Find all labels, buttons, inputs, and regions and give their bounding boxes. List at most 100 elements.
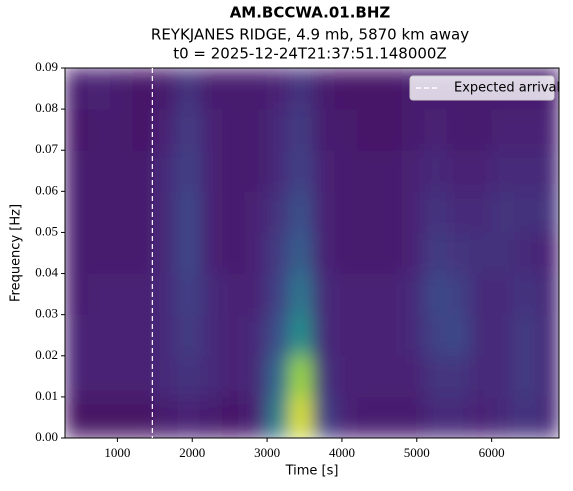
heat-cell: [65, 314, 88, 357]
heat-cell: [469, 109, 493, 151]
x-tick-label: 2000: [179, 445, 205, 460]
heat-cell: [536, 109, 559, 151]
heat-cell: [65, 355, 88, 398]
heat-cell: [132, 396, 156, 438]
heat-cell: [267, 273, 291, 316]
heat-cell: [312, 314, 335, 357]
heat-cell: [177, 273, 201, 316]
heat-cell: [356, 191, 380, 233]
heat-cell: [267, 150, 291, 192]
heat-cell: [491, 191, 515, 233]
heat-cell: [469, 150, 493, 192]
heat-cell: [132, 355, 156, 398]
heat-cell: [446, 355, 470, 398]
heat-cell: [379, 396, 403, 438]
heat-cell: [222, 355, 246, 398]
heat-cell: [469, 314, 493, 357]
heat-cell: [132, 109, 156, 151]
heat-cell: [312, 109, 335, 151]
heat-cell: [446, 273, 470, 316]
heat-cell: [334, 314, 358, 357]
heat-cell: [267, 109, 291, 151]
heat-cell: [109, 396, 133, 438]
heat-cell: [379, 355, 403, 398]
heat-cell: [132, 150, 156, 192]
heat-cell: [244, 150, 268, 192]
x-tick-label: 5000: [404, 445, 430, 460]
heat-cell: [491, 150, 515, 192]
heat-cell: [154, 232, 178, 275]
heat-cell: [65, 273, 88, 316]
heat-cell: [154, 191, 178, 233]
heat-cell: [491, 109, 515, 151]
heat-cell: [154, 68, 178, 110]
heat-cell: [109, 232, 133, 275]
heat-cell: [222, 68, 246, 110]
heat-cell: [536, 232, 559, 275]
heat-cell: [356, 150, 380, 192]
heat-cell: [199, 355, 223, 398]
heat-cell: [356, 355, 380, 398]
heat-cell: [334, 150, 358, 192]
heat-cell: [536, 150, 559, 192]
overlay: 1000 2000 3000 4000 5000 6000 0.00 0.01 0.02 0.03…: [35, 59, 560, 460]
heat-cell: [514, 191, 538, 233]
heat-cell: [87, 355, 111, 398]
heat-cell: [379, 232, 403, 275]
heat-cell: [334, 355, 358, 398]
heat-cell: [514, 109, 538, 151]
heat-cell: [289, 314, 313, 357]
y-axis-label: Frequency [Hz]: [9, 204, 24, 302]
heat-cell: [514, 232, 538, 275]
plot-frame: [64, 67, 560, 439]
heat-cell: [199, 109, 223, 151]
y-tick-label: 0.02: [35, 347, 58, 362]
heat-cell: [536, 191, 559, 233]
heat-cell: [491, 396, 515, 438]
heat-cell: [491, 273, 515, 316]
heat-cell: [469, 355, 493, 398]
heat-cell: [109, 273, 133, 316]
heat-cell: [199, 314, 223, 357]
heat-cell: [536, 355, 559, 398]
heat-cell: [469, 191, 493, 233]
heat-cell: [514, 273, 538, 316]
y-tick-label: 0.09: [35, 59, 58, 74]
heat-cell: [267, 355, 291, 398]
heatmap-cells: [65, 68, 559, 438]
heat-cell: [424, 355, 448, 398]
heat-cell: [222, 232, 246, 275]
heat-cell: [401, 232, 425, 275]
heat-cell: [244, 273, 268, 316]
heat-cell: [132, 191, 156, 233]
y-tick-label: 0.03: [35, 306, 58, 321]
heat-cell: [401, 150, 425, 192]
heat-cell: [132, 314, 156, 357]
heat-cell: [312, 355, 335, 398]
heat-cell: [379, 150, 403, 192]
y-tick-label: 0.07: [35, 141, 58, 156]
heat-cell: [289, 150, 313, 192]
heat-cell: [491, 355, 515, 398]
heat-cell: [289, 355, 313, 398]
heat-cell: [289, 273, 313, 316]
heat-cell: [536, 396, 559, 438]
x-tick-label: 1000: [104, 445, 130, 460]
heat-cell: [401, 109, 425, 151]
x-tick-label: 3000: [254, 445, 280, 460]
heat-cell: [132, 68, 156, 110]
heat-cell: [222, 191, 246, 233]
y-tick-label: 0.08: [35, 100, 58, 115]
heat-cell: [177, 314, 201, 357]
heat-cell: [65, 109, 88, 151]
heat-cell: [244, 355, 268, 398]
heat-cell: [87, 396, 111, 438]
chart-subtitle: t0 = 2025-12-24T21:37:51.148000Z: [173, 45, 447, 63]
heat-cell: [244, 191, 268, 233]
heat-cell: [424, 314, 448, 357]
heat-cell: [289, 232, 313, 275]
heat-cell: [424, 191, 448, 233]
heat-cell: [267, 396, 291, 438]
heat-cell: [267, 232, 291, 275]
heat-cell: [154, 355, 178, 398]
